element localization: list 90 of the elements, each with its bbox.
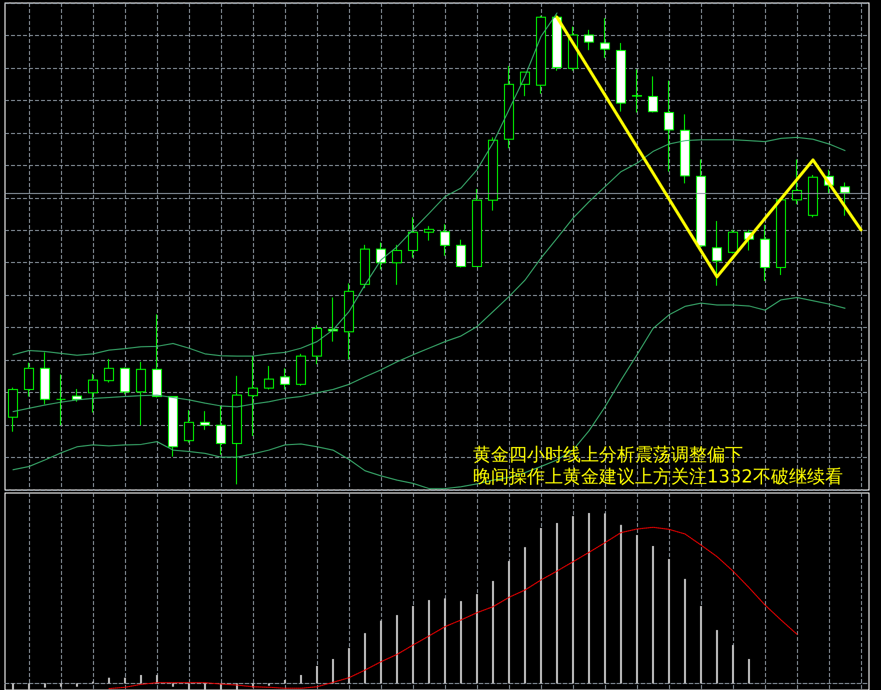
candlestick: [648, 76, 658, 114]
bar: [556, 523, 558, 684]
bar: [300, 675, 302, 684]
bar: [396, 615, 398, 684]
candlestick: [600, 18, 610, 59]
bar: [476, 594, 478, 684]
candlestick: [728, 229, 738, 254]
candlestick: [88, 374, 98, 414]
bar: [748, 658, 750, 684]
bar: [620, 524, 622, 684]
bar: [348, 648, 350, 684]
candlestick: [616, 42, 626, 112]
bar: [428, 600, 430, 684]
candlestick: [104, 358, 114, 383]
candlestick: [120, 366, 130, 395]
candlestick: [552, 14, 562, 72]
bar: [460, 601, 462, 684]
bar: [572, 516, 574, 684]
candlestick: [536, 15, 546, 94]
candlestick: [328, 296, 338, 342]
bar: [524, 547, 526, 684]
bar: [364, 633, 366, 684]
candlestick: [8, 387, 18, 432]
candlestick: [696, 158, 706, 248]
candlestick: [200, 410, 210, 430]
candlestick: [504, 66, 514, 149]
candlestick: [680, 114, 690, 184]
bar: [124, 678, 126, 684]
candlestick: [184, 410, 194, 444]
candlestick: [408, 216, 418, 258]
candlestick: [264, 366, 274, 390]
bar: [380, 620, 382, 684]
bar: [636, 534, 638, 684]
candlestick: [472, 188, 482, 268]
candlestick: [232, 375, 242, 485]
candlestick: [712, 220, 722, 286]
candlestick: [56, 374, 66, 426]
bar: [412, 606, 414, 684]
bar: [508, 561, 510, 684]
candlestick: [760, 224, 770, 282]
candlestick: [360, 244, 370, 289]
bar: [284, 680, 286, 684]
bar: [188, 683, 190, 690]
candlestick: [424, 226, 434, 242]
bar: [604, 513, 606, 684]
bar: [76, 683, 78, 687]
bar: [108, 678, 110, 684]
bar: [716, 630, 718, 684]
candlestick: [344, 282, 354, 360]
candlestick: [152, 314, 162, 398]
bar: [140, 675, 142, 684]
bar: [444, 598, 446, 684]
candlestick: [24, 362, 34, 398]
bar: [332, 658, 334, 684]
bar: [588, 513, 590, 684]
bar: [204, 683, 206, 690]
candlestick: [584, 29, 594, 51]
bar: [60, 683, 62, 687]
candlestick: [632, 68, 642, 114]
candlestick: [40, 352, 50, 405]
bar: [12, 683, 14, 690]
candlestick: [440, 224, 450, 256]
candlestick: [840, 182, 850, 216]
candlestick: [312, 324, 322, 365]
candlestick: [392, 244, 402, 286]
bar: [700, 606, 702, 684]
candlestick: [296, 353, 306, 386]
bar: [652, 546, 654, 684]
candlestick: [136, 361, 146, 426]
bar: [492, 580, 494, 684]
candlestick: [72, 388, 82, 402]
candlestick: [376, 242, 386, 270]
bar: [732, 645, 734, 684]
candlestick: [792, 158, 802, 205]
candlestick: [808, 174, 818, 218]
candlestick: [664, 80, 674, 172]
bar: [668, 558, 670, 684]
candlestick: [248, 356, 258, 436]
bar: [540, 528, 542, 684]
candlestick: [776, 199, 786, 276]
bar: [316, 666, 318, 684]
candlestick: [488, 136, 498, 212]
candlestick: [168, 396, 178, 458]
candlestick: [216, 405, 226, 456]
bar: [44, 683, 46, 688]
candlestick: [456, 239, 466, 268]
candlestick: [280, 368, 290, 390]
bar: [684, 578, 686, 684]
bar: [28, 683, 30, 690]
bar: [172, 683, 174, 687]
